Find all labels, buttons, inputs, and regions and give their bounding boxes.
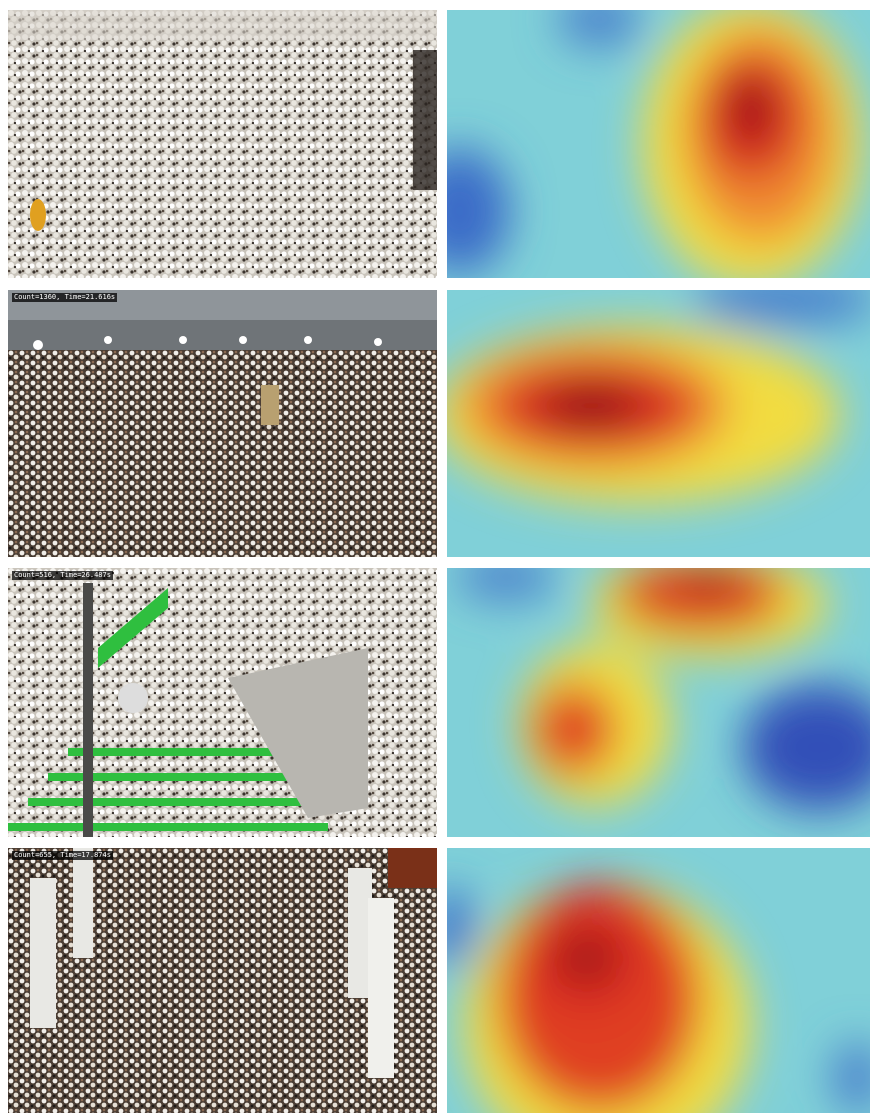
heatmap-image — [447, 290, 870, 557]
photo-image — [8, 290, 437, 557]
photo-image — [8, 10, 437, 278]
heatmap — [447, 290, 870, 557]
page: Count=1360, Time=21.616s Count=516, Time… — [0, 0, 871, 1115]
photo: Count=1360, Time=21.616s — [8, 290, 437, 557]
heatmap-image — [447, 10, 870, 278]
photo-image — [8, 568, 437, 837]
photo-image — [8, 848, 437, 1113]
photo: Count=655, Time=17.874s — [8, 848, 437, 1113]
heatmap — [447, 10, 870, 278]
heatmap-image — [447, 568, 870, 837]
heatmap — [447, 568, 870, 837]
overlay-text: Count=516, Time=26.487s — [12, 571, 113, 580]
heatmap — [447, 848, 870, 1113]
overlay-text: Count=1360, Time=21.616s — [12, 293, 117, 302]
heatmap-image — [447, 848, 870, 1113]
photo — [8, 10, 437, 278]
photo: Count=516, Time=26.487s — [8, 568, 437, 837]
overlay-text: Count=655, Time=17.874s — [12, 851, 113, 860]
